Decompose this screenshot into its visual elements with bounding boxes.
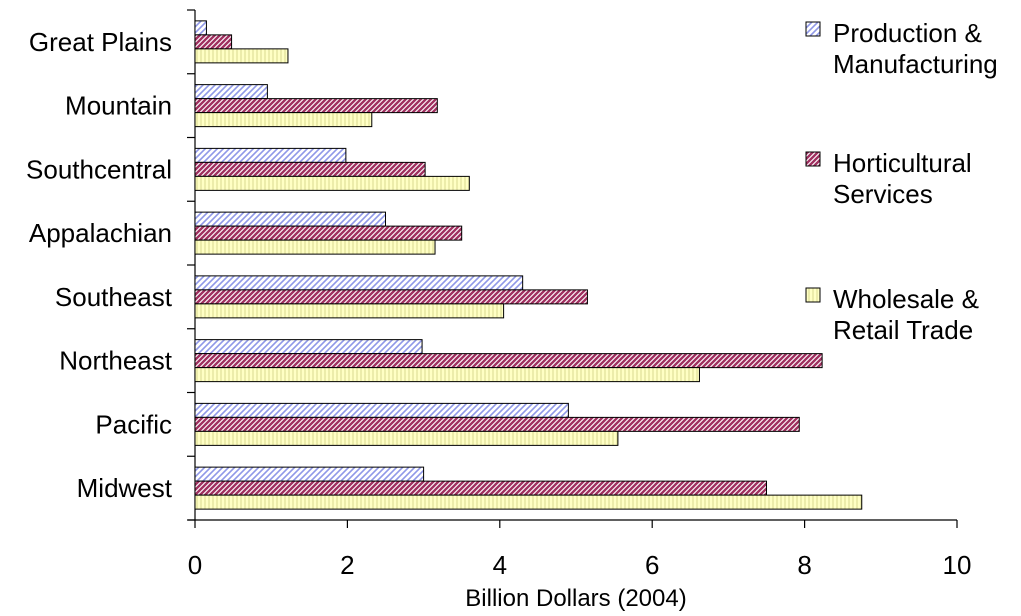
bar-great-plains-series-2 [194, 34, 233, 50]
x-tick-label: 0 [188, 550, 202, 580]
category-label: Pacific [95, 409, 172, 439]
category-labels: Great Plains Mountain Southcentral Appalach… [26, 27, 173, 503]
bar-pacific-series-3 [194, 430, 619, 446]
y-axis-ticks [187, 9, 195, 521]
legend: Production &Manufacturing HorticulturalSe… [805, 18, 998, 345]
bar-mountain-series-3 [194, 112, 373, 128]
x-tick-labels: 0 2 4 6 8 10 [188, 550, 972, 580]
bar-pacific-series-2 [194, 416, 800, 432]
bar-northeast-series-2 [194, 353, 823, 369]
bar-appalachian-series-3 [194, 239, 436, 255]
bar-midwest-series-1 [194, 466, 425, 482]
bar-midwest-series-3 [194, 494, 863, 510]
category-label: Mountain [65, 91, 172, 121]
legend-label: Retail Trade [833, 315, 973, 345]
category-label: Southeast [55, 282, 173, 312]
bar-southcentral-series-3 [194, 175, 470, 191]
legend-label: Manufacturing [833, 49, 998, 79]
bar-southeast-series-1 [194, 275, 524, 291]
legend-label: Services [833, 179, 933, 209]
bar-mountain-series-2 [194, 98, 438, 114]
bar-northeast-series-1 [194, 339, 423, 355]
x-axis-title: Billion Dollars (2004) [465, 585, 686, 612]
plot-area: Great Plains Mountain Southcentral Appalach… [26, 9, 972, 580]
bar-appalachian-series-2 [194, 225, 463, 241]
x-axis-ticks [194, 520, 958, 528]
bar-mountain-series-1 [194, 84, 268, 100]
category-label: Appalachian [29, 218, 172, 248]
bar-great-plains-series-3 [194, 48, 289, 64]
x-tick-label: 2 [340, 550, 354, 580]
bar-northeast-series-3 [194, 367, 700, 383]
legend-swatch [805, 287, 821, 303]
bars [194, 20, 863, 510]
bar-midwest-series-2 [194, 480, 767, 496]
x-tick-label: 6 [645, 550, 659, 580]
bar-southcentral-series-2 [194, 161, 426, 177]
legend-label: Wholesale & [833, 284, 979, 314]
bar-great-plains-series-1 [194, 20, 207, 36]
x-tick-label: 10 [943, 550, 972, 580]
bar-southeast-series-2 [194, 289, 588, 305]
legend-swatch [805, 151, 821, 167]
bar-appalachian-series-1 [194, 211, 386, 227]
category-label: Great Plains [29, 27, 172, 57]
legend-label: Horticultural [833, 148, 972, 178]
category-label: Northeast [59, 346, 172, 376]
x-tick-label: 8 [797, 550, 811, 580]
category-label: Southcentral [26, 154, 172, 184]
legend-swatch [805, 21, 821, 37]
legend-label: Production & [833, 18, 982, 48]
x-tick-label: 4 [493, 550, 507, 580]
bar-southcentral-series-1 [194, 147, 347, 163]
category-label: Midwest [77, 473, 173, 503]
bar-pacific-series-1 [194, 402, 569, 418]
bar-southeast-series-3 [194, 303, 505, 319]
